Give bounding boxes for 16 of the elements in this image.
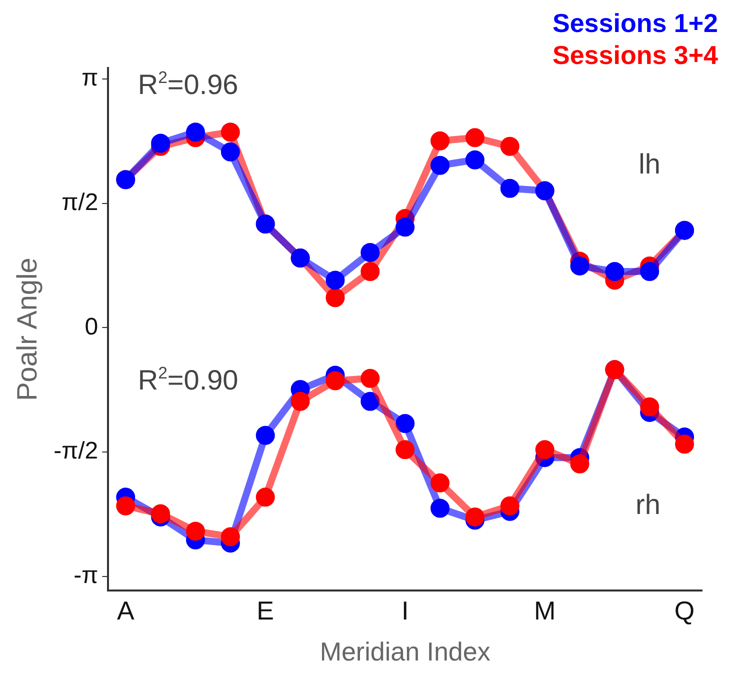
text: Sessions 3+4 — [552, 40, 719, 70]
annotation: lh — [638, 148, 660, 180]
x-tick-label: E — [256, 595, 274, 626]
text: Sessions 1+2 — [552, 8, 718, 38]
y-axis-title: Poalr Angle — [12, 258, 43, 401]
y-tick-label: -π/2 — [54, 438, 98, 465]
y-tick-label: 0 — [84, 313, 98, 340]
y-tick-label: -π — [74, 562, 98, 590]
x-axis-title: Meridian Index — [320, 636, 490, 667]
annotation: rh — [636, 488, 660, 520]
x-tick-label: A — [116, 595, 135, 626]
y-tick-label: π — [82, 64, 98, 92]
x-tick-label: M — [534, 595, 556, 626]
x-tick-label: I — [401, 595, 409, 626]
x-tick-label: Q — [674, 595, 695, 626]
y-tick-label: π/2 — [62, 188, 98, 216]
